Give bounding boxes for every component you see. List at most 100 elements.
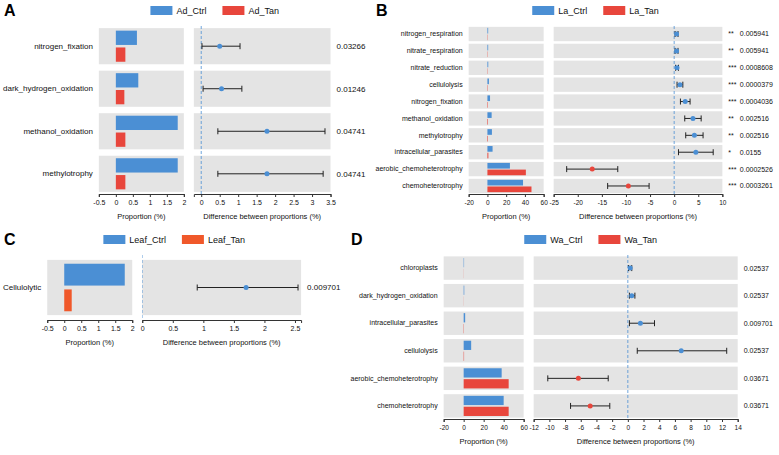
panel-letter: C [4,231,16,248]
category-label: chemoheterotrophy [377,402,438,410]
difference-point [683,99,688,104]
tick: 1 [148,194,152,206]
bar [487,45,489,51]
zero-line [201,26,202,194]
significance: *** [728,81,736,88]
tick: 0 [114,194,118,206]
bar [487,35,488,41]
tick: 0.5 [168,320,178,332]
panel-letter: B [376,2,388,19]
bar [487,136,489,142]
tick: 14 [735,419,743,431]
p-value: 0.03266 [337,42,366,51]
category-label: chloroplasts [400,264,438,272]
bar [464,313,466,322]
row-background [554,27,723,41]
bars [464,258,509,416]
bar [487,180,523,186]
legend-label: Leaf_Ctrl [129,235,166,245]
bar [487,51,488,57]
axis-title: Proportion (%) [459,437,508,446]
tick: 2 [263,320,267,332]
p-value: 0.0002526 [740,166,773,173]
p-value: 0.005941 [740,47,769,54]
legend-label: Ad_Tan [248,6,279,16]
bar [487,186,531,192]
row-background [469,77,544,91]
difference-point [679,348,684,353]
tick: 1.5 [252,194,262,206]
error-cap [240,43,241,49]
axis-line [99,195,184,198]
tick: 0.5 [128,194,138,206]
p-value: 0.03671 [744,402,769,409]
tick: 2.5 [289,194,299,206]
tick-mark [98,320,99,323]
axis-title: Difference between proportions (%) [577,437,695,446]
tick-mark [167,194,168,197]
bar [116,47,126,61]
legend-label: La_Ctrl [558,6,587,16]
axis-line [534,420,738,423]
error-cap [298,285,299,291]
category-label: nitrogen_respiration [401,30,463,38]
tick-label: 10 [703,424,711,431]
error-cap [566,166,567,172]
legend-label: Leaf_Tan [208,235,245,245]
row-background [554,162,723,176]
error-cap [323,171,324,177]
bar [116,31,137,45]
bar [487,119,489,125]
tick: 20 [503,194,511,206]
difference-point [628,266,633,271]
bar [463,258,464,267]
tick-label: -6 [578,424,584,431]
tick: 4 [658,419,662,431]
figure: AAd_CtrlAd_Tannitrogen_fixationdark_hydr… [0,0,779,455]
legend: Leaf_Ctrl Leaf_Tan [103,235,245,245]
tick-label: -4 [594,424,600,431]
legend-swatch [532,6,554,15]
tick-label: -10 [545,424,555,431]
tick: -10 [622,194,632,206]
tick-mark [220,194,221,197]
row-background [194,28,331,64]
tick-mark [578,194,579,197]
row-background [99,71,184,107]
bar [487,68,488,74]
tick: 1.5 [162,194,172,206]
legend-swatch [603,6,625,15]
row-background [554,61,723,75]
error-cap [701,115,702,121]
category-tick: nitrate_respiration [407,47,466,55]
tick-mark [64,320,65,323]
row-background [534,394,738,417]
tick-label: 6 [674,424,678,431]
row-background [469,179,544,193]
category-label: methylotrophy [419,132,463,140]
tick: -6 [578,419,584,431]
category-tick: chemoheterotrophy [402,182,465,190]
row-background [469,94,544,108]
bar [464,368,502,377]
tick-label: 2.5 [291,325,301,332]
x-axis: -25-20-15-10-50510 [549,194,726,206]
difference-point [219,86,224,91]
difference-point [629,293,634,298]
tick: 2 [182,194,186,206]
tick: -20 [464,194,474,206]
tick: 1 [237,194,241,206]
bar [116,90,125,104]
tick-mark [487,194,488,197]
row-background [444,367,524,390]
tick-label: 20 [503,199,511,206]
error-cap [637,348,638,354]
error-cap [680,99,681,105]
tick-mark [294,194,295,197]
tick-label: -15 [598,199,608,206]
tick-mark [184,194,185,197]
tick-mark [295,320,296,323]
row-background [194,71,331,107]
tick-label: 2 [274,199,278,206]
category-label: methanol_oxidation [23,127,92,136]
